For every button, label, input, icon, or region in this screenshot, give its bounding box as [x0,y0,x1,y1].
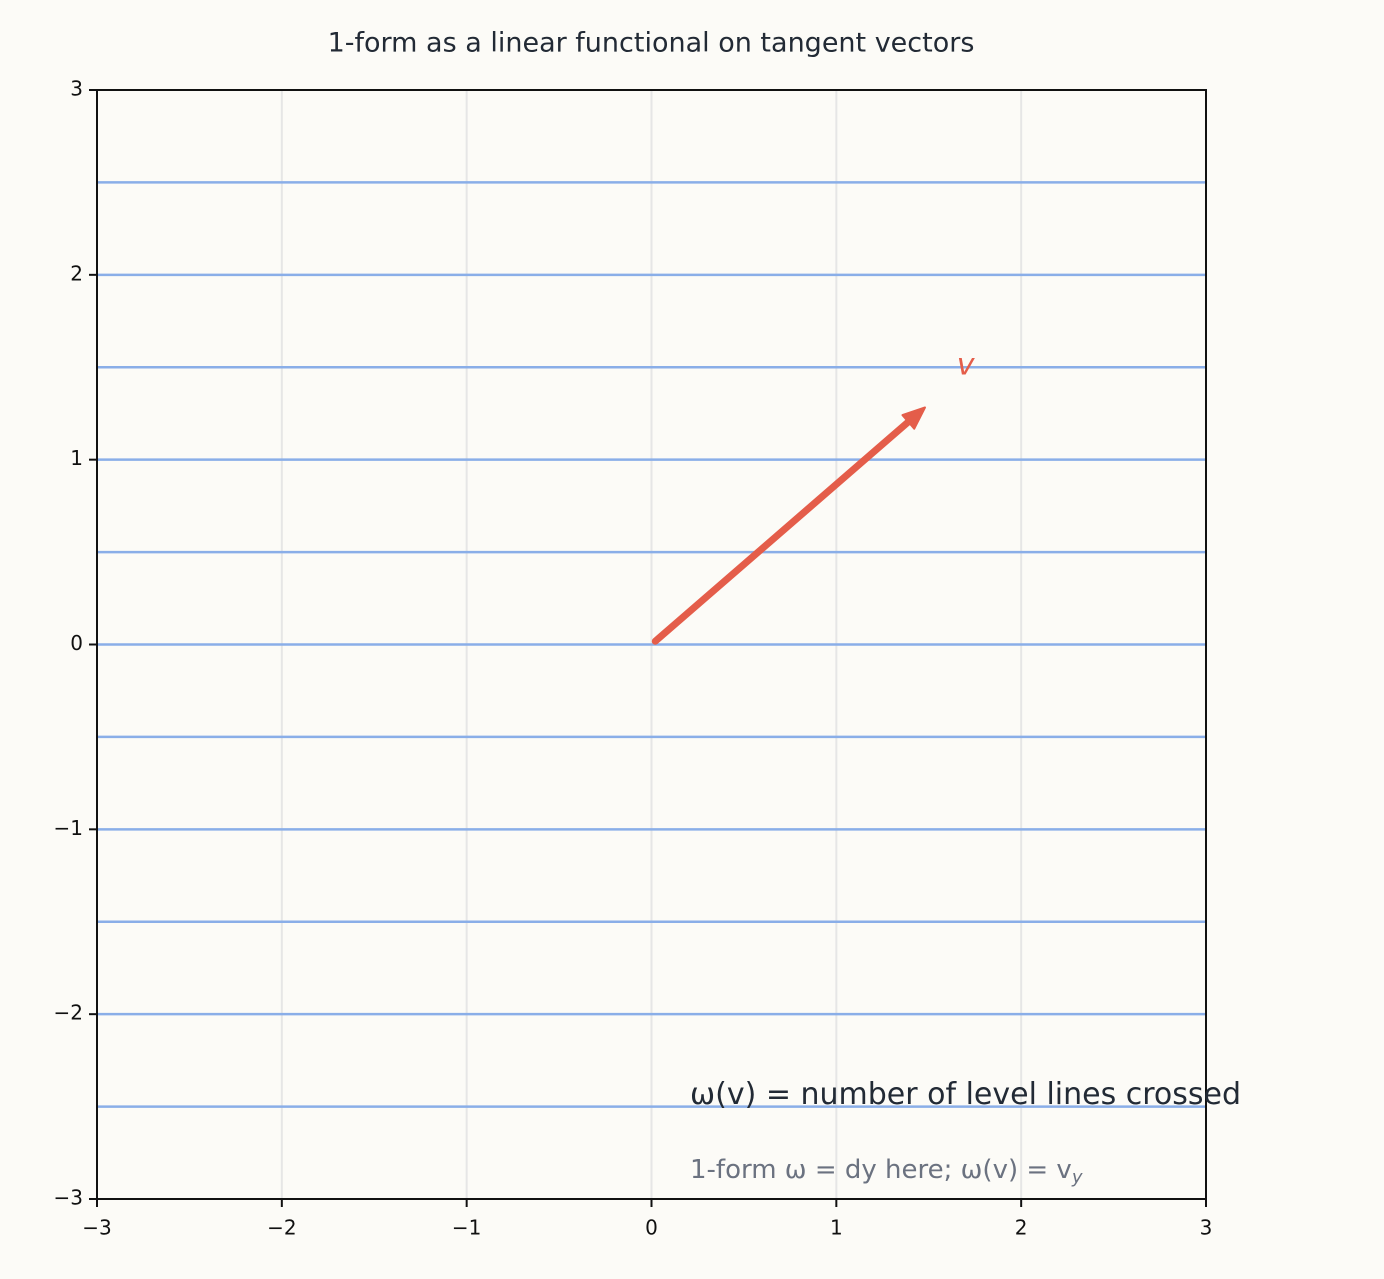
y-tick-label: −1 [54,816,83,840]
y-tick-label: 3 [70,77,83,101]
chart-title: 1-form as a linear functional on tangent… [328,28,975,59]
x-tick-label: 0 [645,1216,658,1240]
x-tick-label: −3 [82,1216,111,1240]
vector-arrowhead [901,406,926,430]
vector-label: v [957,348,976,383]
vector-arrow [651,415,915,645]
annotation: 1-form ω = dy here; ω(v) = vy [690,1155,1083,1189]
annotation-subscript: y [1071,1167,1083,1188]
y-tick-label: 0 [70,631,83,655]
x-tick-label: 2 [1015,1216,1028,1240]
annotation-text: ω(v) = number of level lines crossed [690,1077,1241,1112]
y-tick-label: −3 [54,1186,83,1210]
annotation-text: 1-form ω = dy here; ω(v) = v [690,1155,1072,1185]
x-tick-label: −2 [267,1216,296,1240]
y-tick-label: 1 [70,446,83,470]
x-tick-label: −1 [452,1216,481,1240]
y-tick-label: −2 [54,1001,83,1025]
x-tick-label: 3 [1200,1216,1213,1240]
annotation: ω(v) = number of level lines crossed [690,1077,1241,1112]
y-tick-label: 2 [70,261,83,285]
x-tick-label: 1 [830,1216,843,1240]
